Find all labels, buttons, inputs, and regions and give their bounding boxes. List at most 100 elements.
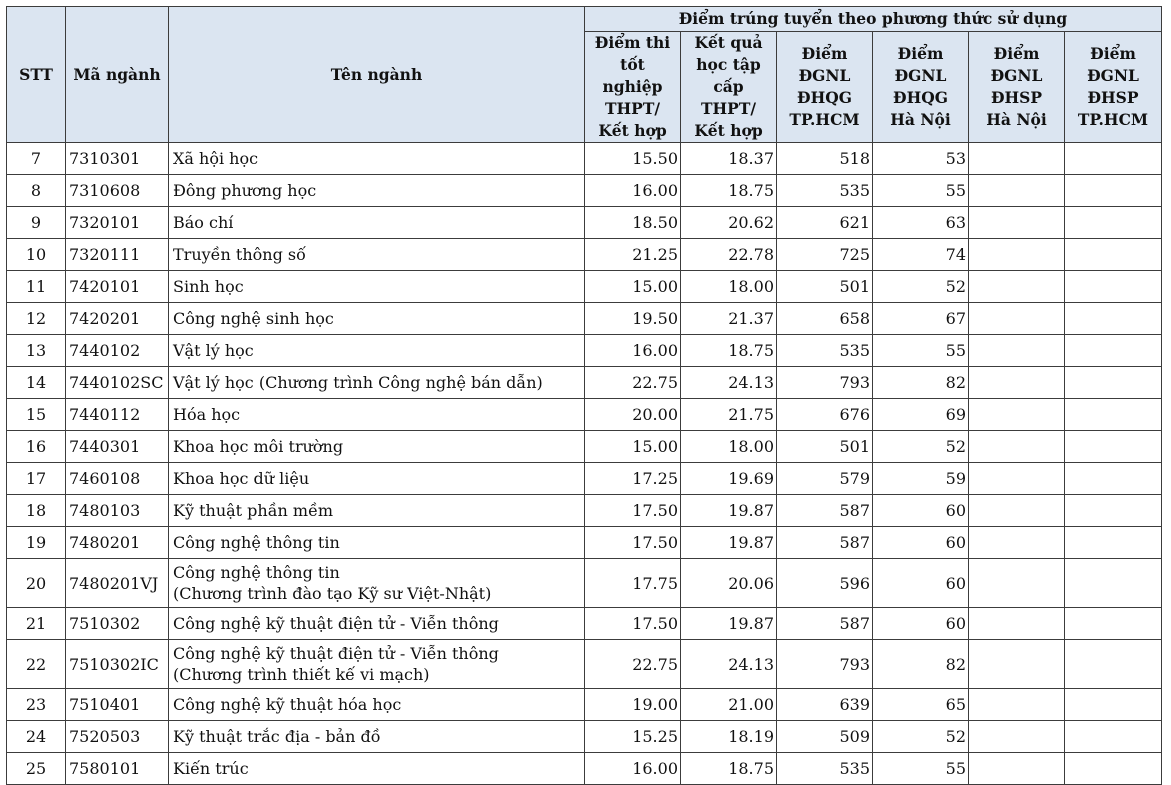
header-method-line: ĐGNL [1087,66,1139,85]
cell-score-method-3: 535 [776,334,873,367]
cell-score-method-3: 639 [776,688,873,721]
cell-score-method-5 [968,142,1065,175]
cell-score-method-4: 52 [872,270,969,303]
cell-score-method-2: 18.00 [680,430,777,463]
cell-major-name: Truyền thông số [168,238,585,271]
cell-score-method-5 [968,270,1065,303]
cell-major-code: 7320111 [65,238,169,271]
cell-score-method-6 [1064,688,1162,721]
cell-stt: 21 [6,607,66,640]
major-name-line: Công nghệ kỹ thuật điện tử - Viễn thông [173,644,499,663]
header-method-line: Điểm [801,44,848,63]
cell-score-method-6 [1064,366,1162,399]
cell-score-method-4: 60 [872,558,969,608]
cell-score-method-4: 60 [872,494,969,527]
header-method-line: ĐHQG [893,88,948,107]
major-name-line: Công nghệ thông tin [173,533,340,552]
cell-score-method-4: 55 [872,174,969,207]
cell-major-code: 7440301 [65,430,169,463]
cell-score-method-4: 55 [872,334,969,367]
cell-major-name: Đông phương học [168,174,585,207]
table-row: 23 7510401 Công nghệ kỹ thuật hóa học 19.00… [6,688,1162,721]
header-major-name: Tên ngành [168,6,585,143]
header-method-4: Điểm ĐGNL ĐHQG Hà Nội [872,31,969,143]
cell-stt: 22 [6,639,66,689]
cell-score-method-1: 18.50 [584,206,681,239]
cell-score-method-1: 19.00 [584,688,681,721]
table-row: 24 7520503 Kỹ thuật trắc địa - bản đồ 15.25… [6,720,1162,753]
cell-score-method-2: 19.87 [680,526,777,559]
major-name-line: Báo chí [173,213,234,232]
major-name-line: Kiến trúc [173,759,249,778]
major-name-line: Công nghệ sinh học [173,309,334,328]
table-row: 9 7320101 Báo chí 18.50 20.62 621 63 [6,206,1162,239]
cell-score-method-3: 658 [776,302,873,335]
cell-score-method-4: 52 [872,720,969,753]
header-method-line: Điểm [993,44,1040,63]
cell-score-method-6 [1064,639,1162,689]
header-method-line: Điểm [897,44,944,63]
cell-major-name: Xã hội học [168,142,585,175]
cell-score-method-2: 21.00 [680,688,777,721]
cell-score-method-5 [968,206,1065,239]
major-name-line: Kỹ thuật trắc địa - bản đồ [173,727,381,746]
table-row: 16 7440301 Khoa học môi trường 15.00 18.00 50… [6,430,1162,463]
cell-score-method-3: 676 [776,398,873,431]
cell-major-name: Công nghệ kỹ thuật hóa học [168,688,585,721]
table-row: 17 7460108 Khoa học dữ liệu 17.25 19.69 579 59 [6,462,1162,495]
cell-score-method-5 [968,752,1065,785]
table-row: 22 7510302IC Công nghệ kỹ thuật điện tử - … [6,639,1162,689]
cell-score-method-1: 22.75 [584,639,681,689]
cell-score-method-3: 579 [776,462,873,495]
table-body: 7 7310301 Xã hội học 15.50 18.37 518 53 8 731060… [6,142,1162,785]
cell-score-method-3: 501 [776,270,873,303]
cell-score-method-1: 16.00 [584,174,681,207]
table-row: 14 7440102SC Vật lý học (Chương trình Công… [6,366,1162,399]
cell-stt: 11 [6,270,66,303]
table-row: 15 7440112 Hóa học 20.00 21.75 676 69 [6,398,1162,431]
cell-score-method-2: 24.13 [680,366,777,399]
cell-stt: 18 [6,494,66,527]
major-name-line: Xã hội học [173,149,259,168]
cell-stt: 19 [6,526,66,559]
cell-score-method-4: 69 [872,398,969,431]
table-row: 13 7440102 Vật lý học 16.00 18.75 535 55 [6,334,1162,367]
cell-major-name: Kiến trúc [168,752,585,785]
major-name-line: Kỹ thuật phần mềm [173,501,334,520]
cell-score-method-3: 587 [776,607,873,640]
table-row: 8 7310608 Đông phương học 16.00 18.75 535 55 [6,174,1162,207]
header-method-line: cấp THPT/ [700,77,757,118]
cell-score-method-6 [1064,494,1162,527]
cell-major-code: 7420101 [65,270,169,303]
cell-major-name: Vật lý học (Chương trình Công nghệ bán d… [168,366,585,399]
cell-score-method-2: 20.06 [680,558,777,608]
header-method-line: TP.HCM [1077,110,1149,129]
cell-score-method-6 [1064,752,1162,785]
cell-major-name: Công nghệ sinh học [168,302,585,335]
cell-major-code: 7510401 [65,688,169,721]
major-name-line: Khoa học môi trường [173,437,344,456]
cell-score-method-1: 15.00 [584,430,681,463]
header-method-line: ĐHSP [1087,88,1139,107]
cell-score-method-6 [1064,270,1162,303]
cell-major-code: 7520503 [65,720,169,753]
cell-score-method-1: 16.00 [584,752,681,785]
cell-stt: 25 [6,752,66,785]
cell-score-method-6 [1064,720,1162,753]
cell-score-method-6 [1064,302,1162,335]
cell-score-method-5 [968,302,1065,335]
cell-score-method-5 [968,398,1065,431]
cell-score-method-1: 21.25 [584,238,681,271]
header-method-line: TP.HCM [789,110,860,129]
cell-score-method-5 [968,494,1065,527]
major-name-line: (Chương trình thiết kế vi mạch) [173,665,430,684]
cell-score-method-5 [968,366,1065,399]
cell-score-method-1: 17.75 [584,558,681,608]
table-row: 20 7480201VJ Công nghệ thông tin (Chương tr… [6,558,1162,608]
cell-score-method-2: 18.00 [680,270,777,303]
cell-score-method-3: 518 [776,142,873,175]
cell-stt: 7 [6,142,66,175]
cell-stt: 15 [6,398,66,431]
cell-score-method-4: 52 [872,430,969,463]
cell-score-method-2: 18.37 [680,142,777,175]
